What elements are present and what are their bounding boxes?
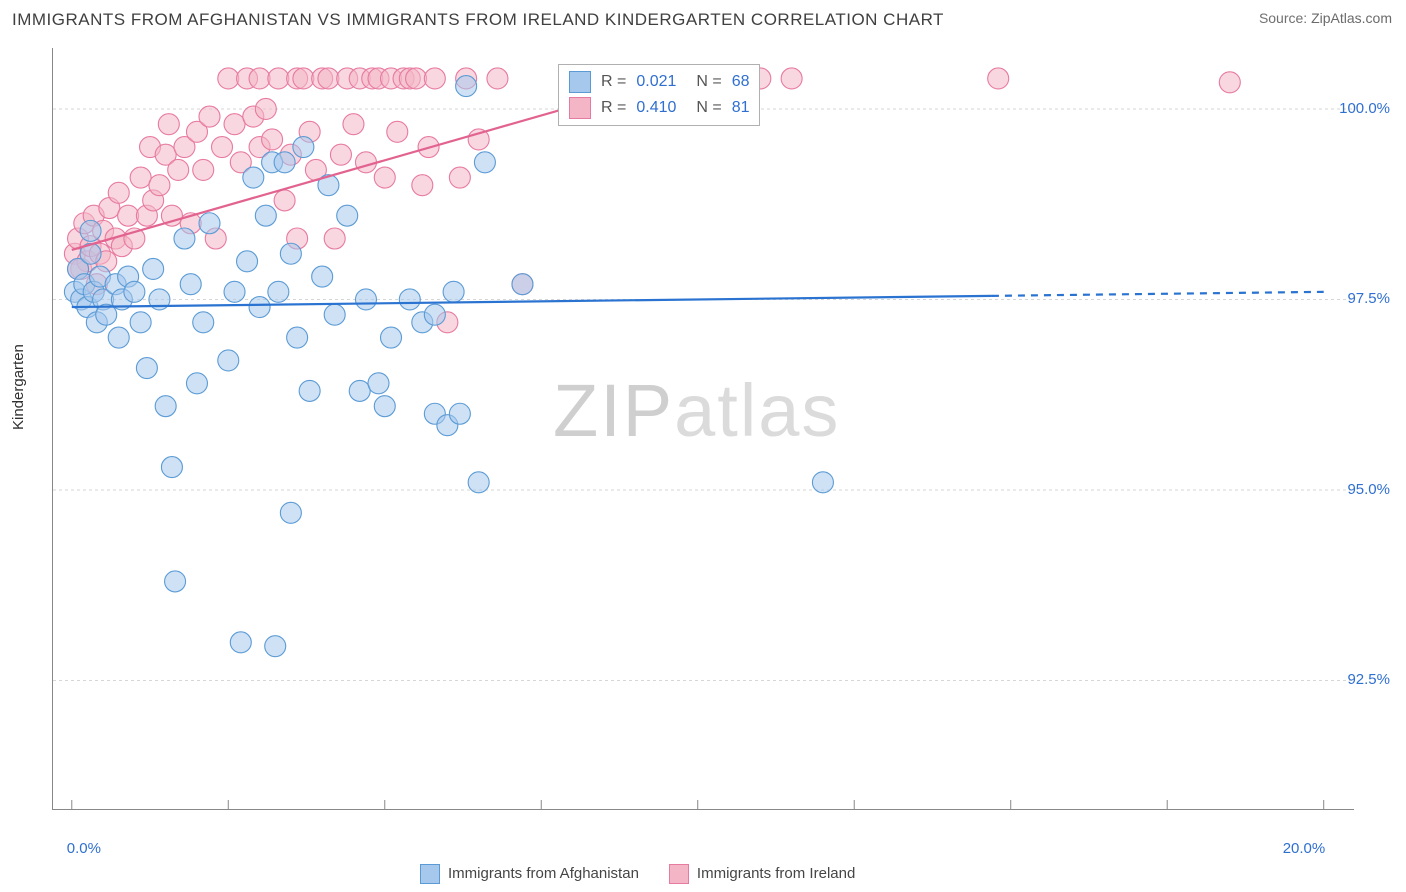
y-tick-label: 100.0%: [1339, 100, 1390, 117]
source-label: Source:: [1259, 10, 1307, 26]
legend-swatch-icon: [569, 97, 591, 119]
stat-r-label: R =: [601, 99, 626, 117]
plot-svg: [53, 48, 1355, 810]
legend-swatch-icon: [420, 864, 440, 884]
x-tick-label: 0.0%: [67, 840, 101, 857]
stat-n-label: N =: [696, 99, 721, 117]
x-tick-label: 20.0%: [1283, 840, 1326, 857]
stat-r-value: 0.021: [636, 73, 686, 91]
y-axis-label: Kindergarten: [10, 344, 27, 430]
y-tick-label: 97.5%: [1347, 290, 1390, 307]
chart-title: IMMIGRANTS FROM AFGHANISTAN VS IMMIGRANT…: [12, 10, 944, 30]
legend-item: Immigrants from Ireland: [669, 864, 855, 884]
source-link[interactable]: ZipAtlas.com: [1311, 10, 1392, 26]
bottom-legend: Immigrants from Afghanistan Immigrants fr…: [420, 864, 855, 884]
stat-n-value: 68: [732, 73, 750, 91]
stat-n-value: 81: [732, 99, 750, 117]
legend-item: Immigrants from Afghanistan: [420, 864, 639, 884]
source-attribution: Source: ZipAtlas.com: [1259, 10, 1392, 26]
stat-r-label: R =: [601, 73, 626, 91]
stats-row: R = 0.410 N = 81: [569, 95, 749, 121]
plot-area: R =0.021N = 68R =0.410N = 81 ZIPatlas: [52, 48, 1354, 810]
correlation-stats-box: R = 0.021 N = 68 R = 0.410 N = 81: [558, 64, 760, 126]
legend-label: Immigrants from Afghanistan: [448, 865, 639, 882]
y-tick-label: 95.0%: [1347, 481, 1390, 498]
stat-r-value: 0.410: [636, 99, 686, 117]
legend-label: Immigrants from Ireland: [697, 865, 855, 882]
legend-swatch-icon: [669, 864, 689, 884]
legend-swatch-icon: [569, 71, 591, 93]
stats-row: R = 0.021 N = 68: [569, 69, 749, 95]
stat-n-label: N =: [696, 73, 721, 91]
y-tick-label: 92.5%: [1347, 671, 1390, 688]
